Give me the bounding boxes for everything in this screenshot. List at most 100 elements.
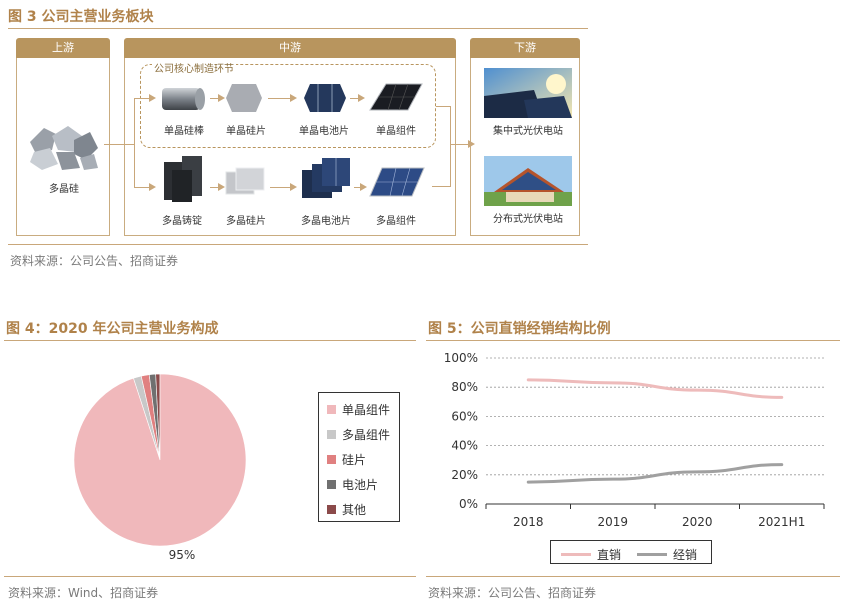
centralized-plant-image [484, 68, 572, 118]
legend-swatch [327, 480, 336, 489]
y-tick-label: 100% [444, 351, 478, 365]
legend-swatch [327, 455, 336, 464]
multi-arrow-line-2 [270, 187, 292, 188]
multi-step-2-label: 多晶硅片 [226, 216, 266, 227]
line-legend: 直销 经销 [550, 540, 712, 564]
multi-step-1-label: 多晶铸锭 [162, 216, 202, 227]
series-line-直销 [526, 378, 784, 399]
legend-label: 硅片 [342, 453, 367, 467]
multi-arrow-line-3 [354, 187, 362, 188]
mono-step-4-label: 单晶组件 [376, 126, 416, 137]
legend-swatch [561, 553, 591, 556]
line-legend-item: 经销 [637, 546, 697, 563]
multi-arrow-3 [360, 183, 367, 191]
upstream-panel [16, 58, 110, 236]
raw-material-label: 多晶硅 [49, 184, 79, 195]
fig5-title: 图 5：公司直销经销结构比例 [428, 321, 611, 337]
fig3-title-rule [8, 28, 588, 29]
legend-label: 单晶组件 [342, 403, 391, 417]
legend-swatch [327, 430, 336, 439]
downstream-header: 下游 [470, 38, 580, 58]
fig4-title-rule [4, 340, 416, 341]
pie-legend-item: 多晶组件 [327, 426, 390, 443]
multi-wafer-image [225, 167, 265, 195]
line-legend-item: 直销 [561, 546, 621, 563]
y-tick-label: 0% [459, 497, 478, 511]
mono-arrow-line-2 [268, 98, 292, 99]
fig3-title: 图 3 公司主营业务板块 [8, 9, 154, 25]
fig5-source: 资料来源：公司公告、招商证券 [428, 586, 597, 600]
mono-step-1-label: 单晶硅棒 [164, 126, 204, 137]
x-tick-label: 2021H1 [758, 515, 805, 529]
pie-slice-单晶组件 [73, 373, 247, 547]
y-tick-label: 20% [451, 468, 478, 482]
series-line-经销 [526, 463, 784, 484]
midstream-header: 中游 [124, 38, 456, 58]
multi-branch-arrow [149, 183, 156, 191]
multi-step-4-label: 多晶组件 [376, 216, 416, 227]
downstream-2-label: 分布式光伏电站 [493, 214, 563, 225]
pie-legend: 单晶组件 多晶组件 硅片 电池片 其他 [318, 392, 400, 522]
fig5-bottom-rule [426, 576, 840, 577]
pie-legend-item: 硅片 [327, 451, 366, 468]
multi-ingot-image [164, 156, 202, 202]
mono-arrow-line-3 [350, 98, 360, 99]
x-tick-label: 2018 [513, 515, 544, 529]
legend-swatch [327, 405, 336, 414]
pie-legend-item: 其他 [327, 501, 366, 518]
mono-arrow-2 [290, 94, 297, 102]
legend-label: 直销 [597, 548, 622, 562]
y-tick-label: 80% [451, 380, 478, 394]
x-tick-label: 2019 [597, 515, 628, 529]
y-tick-label: 40% [451, 439, 478, 453]
mono-arrow-1 [218, 94, 225, 102]
fig4-title: 图 4：2020 年公司主营业务构成 [6, 321, 219, 337]
mono-arrow-line-1 [210, 98, 222, 99]
multi-module-image [369, 167, 425, 197]
mono-wafer-image [226, 84, 262, 112]
polysilicon-image [30, 126, 98, 170]
mono-branch-line [134, 98, 150, 99]
mono-step-2-label: 单晶硅片 [226, 126, 266, 137]
merge-line [450, 106, 451, 187]
pie-legend-item: 单晶组件 [327, 401, 390, 418]
fig3-bottom-rule [8, 244, 588, 245]
upstream-connector [104, 144, 134, 145]
multi-step-3-label: 多晶电池片 [301, 216, 351, 227]
midstream-panel [124, 58, 456, 236]
pie-data-label: 95% [168, 548, 196, 562]
legend-swatch [327, 505, 336, 514]
line-chart: 0% 20% 40% 60% 80% 100% 2018 2019 2020 2021H1 [444, 351, 825, 529]
legend-label: 电池片 [342, 478, 379, 492]
downstream-1-label: 集中式光伏电站 [493, 126, 563, 137]
mono-step-3-label: 单晶电池片 [299, 126, 349, 137]
downstream-arrow [468, 140, 475, 148]
legend-label: 经销 [673, 548, 698, 562]
multi-arrow-1 [218, 183, 225, 191]
multi-arrow-line-1 [210, 187, 222, 188]
y-tick-label: 60% [451, 409, 478, 423]
fig3-source: 资料来源：公司公告、招商证券 [10, 254, 179, 268]
pie-chart [73, 373, 247, 547]
branch-connector [134, 98, 135, 188]
fig4-source: 资料来源：Wind、招商证券 [8, 586, 159, 600]
core-manufacturing-label: 公司核心制造环节 [152, 60, 236, 75]
fig4-bottom-rule [4, 576, 416, 577]
mono-branch-arrow [149, 94, 156, 102]
mono-arrow-3 [358, 94, 365, 102]
legend-label: 其他 [342, 503, 367, 517]
legend-swatch [637, 553, 667, 556]
mono-out-line [436, 106, 450, 107]
distributed-plant-image [484, 156, 572, 206]
mono-ingot-image [162, 88, 205, 110]
x-tick-label: 2020 [682, 515, 713, 529]
legend-label: 多晶组件 [342, 428, 391, 442]
core-manufacturing-region [140, 64, 436, 148]
mono-module-image [369, 83, 423, 111]
fig5-title-rule [426, 340, 840, 341]
pie-legend-item: 电池片 [327, 476, 378, 493]
upstream-header: 上游 [16, 38, 110, 58]
multi-branch-line [134, 187, 150, 188]
multi-cell-image [302, 158, 350, 198]
multi-arrow-2 [290, 183, 297, 191]
